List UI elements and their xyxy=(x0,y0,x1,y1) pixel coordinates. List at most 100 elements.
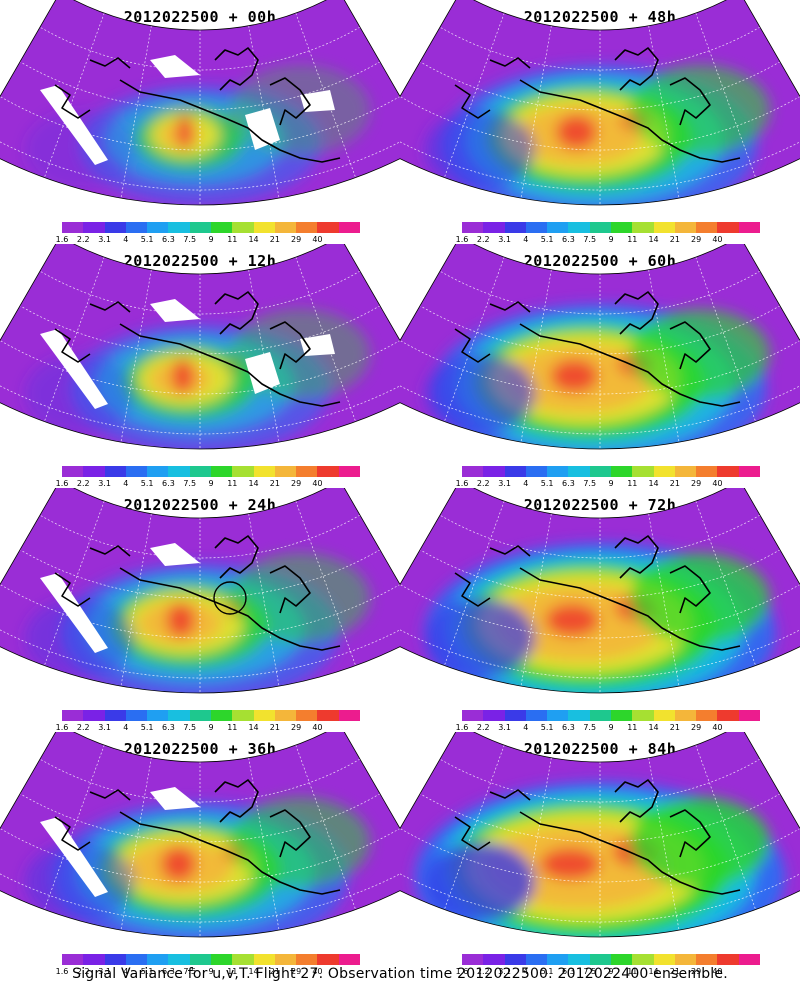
colorbar-swatch xyxy=(253,222,275,233)
colorbar-swatch xyxy=(717,710,739,721)
colorbar-swatch xyxy=(696,466,718,477)
colorbar-swatch xyxy=(568,466,590,477)
colorbar-swatch xyxy=(696,954,718,965)
colorbar-tick-label: 29 xyxy=(291,479,302,488)
colorbar-tick-label: 29 xyxy=(291,967,302,976)
colorbar-tick-label: 2.2 xyxy=(476,479,490,488)
colorbar-tick-label: 9 xyxy=(608,967,614,976)
colorbar-swatch xyxy=(125,954,148,965)
panel-48h: 2012022500 + 48h 1.6 2.2 3.1 4 5.1 6.3 7.5 9 11 1… xyxy=(400,0,800,246)
coastline xyxy=(119,567,341,651)
coastline xyxy=(669,809,711,858)
colorbar-tick-label: 4 xyxy=(123,479,129,488)
colorbar-tick-label: 40 xyxy=(312,967,323,976)
panel-00h: 2012022500 + 00h 1.6 2.2 3.1 4 5.1 6.3 7.5 9 11 1… xyxy=(0,0,400,246)
colorbar-swatch xyxy=(253,466,275,477)
colorbar-tick-label: 21 xyxy=(669,479,680,488)
contour-max xyxy=(545,603,599,637)
missing-streak xyxy=(40,817,108,897)
variance-map xyxy=(400,0,800,206)
colorbar-swatch xyxy=(483,710,505,721)
coastline xyxy=(54,816,91,851)
map-outline xyxy=(0,488,400,694)
contour-sw xyxy=(425,842,535,922)
colorbar-tick-label: 14 xyxy=(248,235,259,244)
coastlines xyxy=(54,779,341,895)
missing-streak xyxy=(40,329,108,409)
colorbar-swatch xyxy=(62,954,84,965)
contour-ne xyxy=(630,65,770,155)
colorbar-labels: 1.6 2.2 3.1 4 5.1 6.3 7.5 9 11 14 21 29 40 xyxy=(456,235,760,245)
variance-contours xyxy=(425,304,770,450)
colorbar-swatch xyxy=(296,954,318,965)
colorbar-swatch xyxy=(62,466,84,477)
colorbar-tick-label: 7.5 xyxy=(583,967,597,976)
coastline xyxy=(54,84,91,119)
colorbar-swatch xyxy=(83,466,105,477)
colorbar-swatch xyxy=(632,466,654,477)
colorbar-tick-label: 5.1 xyxy=(140,235,154,244)
colorbar-tick-label: 7.5 xyxy=(183,235,197,244)
colorbar xyxy=(62,710,360,721)
colorbar-tick-label: 6.3 xyxy=(562,235,575,244)
coastline xyxy=(54,572,91,607)
map-outline xyxy=(400,732,800,938)
coastline xyxy=(614,291,659,335)
colorbar-swatch xyxy=(504,710,526,721)
map-field xyxy=(400,0,800,206)
colorbar-swatch xyxy=(210,710,233,721)
latitude-line xyxy=(419,793,781,843)
colorbar-tick-label: 3.1 xyxy=(498,235,511,244)
colorbar-swatch xyxy=(189,710,211,721)
longitude-line xyxy=(520,269,552,443)
missing-streak xyxy=(245,352,280,394)
colorbar-swatch xyxy=(483,466,505,477)
map-field xyxy=(0,732,400,938)
colorbar-tick-label: 14 xyxy=(248,723,259,732)
colorbar-tick-label: 29 xyxy=(691,479,702,488)
contour-sw xyxy=(425,110,535,190)
colorbar-tick-label: 6.3 xyxy=(562,967,575,976)
colorbar-swatch xyxy=(674,222,697,233)
map-field xyxy=(400,244,800,450)
colorbar xyxy=(62,954,360,965)
colorbar-swatch xyxy=(525,710,548,721)
colorbar-tick-label: 5.1 xyxy=(140,479,154,488)
colorbar xyxy=(462,710,760,721)
contour-ne xyxy=(230,797,370,887)
colorbar-swatch xyxy=(296,710,318,721)
latitude-line xyxy=(0,618,400,679)
colorbar-swatch xyxy=(547,466,569,477)
colorbar-swatch xyxy=(547,222,569,233)
colorbar-swatch xyxy=(338,954,360,965)
colorbar-tick-label: 11 xyxy=(227,235,238,244)
missing-streak xyxy=(150,55,200,78)
coastline xyxy=(89,301,131,313)
colorbar-tick-label: 6.3 xyxy=(162,967,175,976)
contour-ne xyxy=(630,797,770,887)
colorbar-tick-label: 2.2 xyxy=(76,479,90,488)
colorbar-tick-label: 2.2 xyxy=(76,967,90,976)
missing-streak xyxy=(40,85,108,165)
coastlines xyxy=(54,535,341,651)
colorbar-swatch xyxy=(83,222,105,233)
colorbar-tick-label: 29 xyxy=(291,723,302,732)
map-outline xyxy=(400,488,800,694)
colorbar-tick-label: 1.6 xyxy=(455,967,469,976)
contour-ne xyxy=(230,65,370,155)
colorbar-tick-label: 11 xyxy=(627,967,638,976)
colorbar-labels: 1.6 2.2 3.1 4 5.1 6.3 7.5 9 11 14 21 29 40 xyxy=(56,479,360,489)
coastline xyxy=(454,328,491,363)
colorbar-swatch xyxy=(147,466,169,477)
longitude-line xyxy=(120,25,152,199)
longitude-line xyxy=(44,744,105,910)
colorbar-swatch xyxy=(232,466,254,477)
colorbar-tick-label: 9 xyxy=(608,479,614,488)
colorbar-swatch xyxy=(653,222,675,233)
colorbar-swatch xyxy=(696,710,718,721)
colorbar-tick-label: 1.6 xyxy=(55,235,69,244)
longitude-line xyxy=(695,12,756,178)
colorbar-swatch xyxy=(232,710,254,721)
colorbar-tick-label: 4 xyxy=(123,967,129,976)
contour-sw xyxy=(25,110,135,190)
